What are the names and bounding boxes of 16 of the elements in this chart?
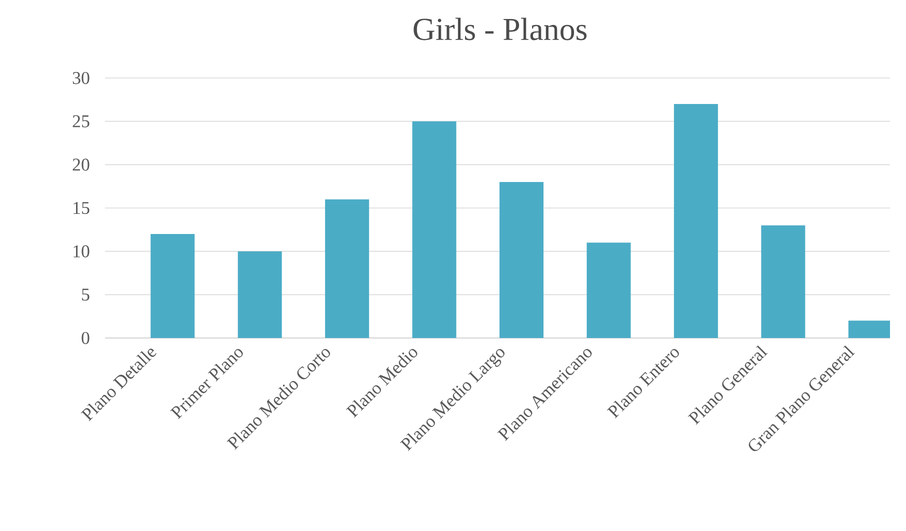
bar	[412, 121, 456, 338]
y-tick-label: 10	[74, 245, 90, 258]
y-tick-label: 5	[82, 288, 90, 301]
bar	[238, 251, 282, 338]
bar	[586, 242, 631, 338]
y-tick-label: 0	[82, 332, 90, 344]
y-tick-label: 20	[72, 158, 90, 171]
bar	[761, 225, 806, 338]
y-tick-label: 25	[72, 115, 90, 128]
y-tick-label: 15	[74, 202, 90, 214]
bar	[500, 182, 544, 338]
bar	[325, 199, 370, 338]
y-tick-label: 30	[72, 72, 90, 84]
chart-title: Girls - Planos	[414, 18, 587, 40]
bar	[674, 104, 718, 338]
bar	[150, 234, 195, 338]
